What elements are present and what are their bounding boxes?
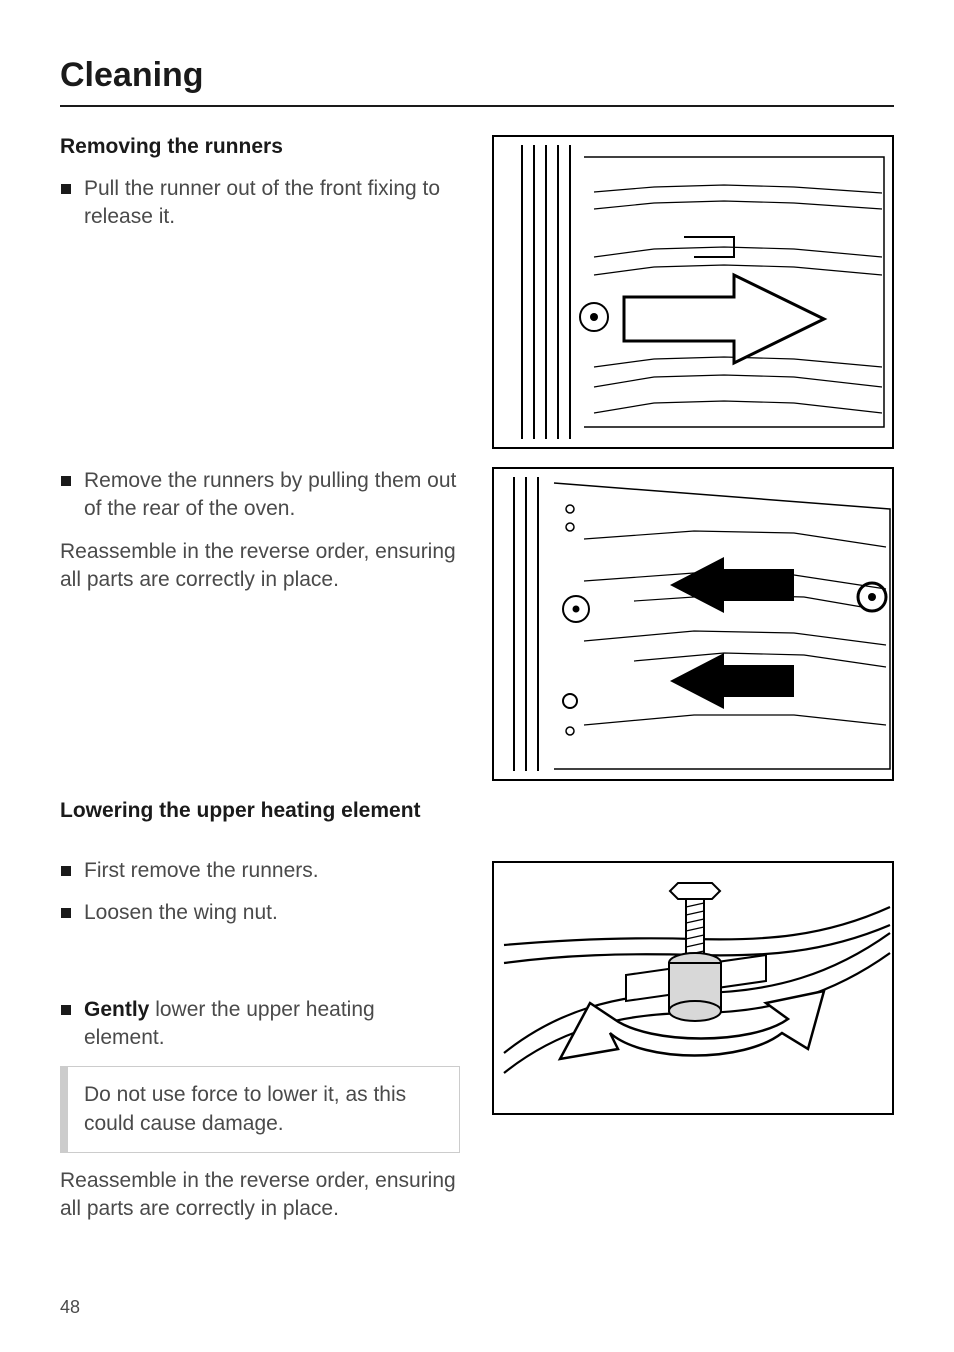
section-removing-runners-row1: Removing the runners Pull the runner out… xyxy=(60,135,894,449)
step-remove-runners-rear: Remove the runners by pulling them out o… xyxy=(60,467,460,524)
subheading-lowering-element: Lowering the upper heating element xyxy=(60,799,894,823)
bullet-list: Gently lower the upper heating element. xyxy=(60,996,460,1053)
subheading-removing-runners: Removing the runners xyxy=(60,135,460,159)
bullet-list: First remove the runners. Loosen the win… xyxy=(60,857,460,928)
right-column xyxy=(492,857,894,1115)
section-lowering-row1: Lowering the upper heating element xyxy=(60,799,894,839)
step-first-remove-runners: First remove the runners. xyxy=(60,857,460,885)
reassemble-note-2: Reassemble in the reverse order, ensurin… xyxy=(60,1167,460,1224)
right-column xyxy=(492,135,894,449)
step-gently-lower: Gently lower the upper heating element. xyxy=(60,996,460,1053)
step-loosen-wing-nut: Loosen the wing nut. xyxy=(60,899,460,927)
section-lowering-row2: First remove the runners. Loosen the win… xyxy=(60,857,894,1224)
reassemble-note: Reassemble in the reverse order, ensurin… xyxy=(60,538,460,595)
warning-box: Do not use force to lower it, as this co… xyxy=(60,1066,460,1153)
left-column: First remove the runners. Loosen the win… xyxy=(60,857,460,1224)
manual-page: Cleaning Removing the runners Pull the r… xyxy=(0,0,954,1352)
emphasis-gently: Gently xyxy=(84,998,149,1021)
section-removing-runners-row2: Remove the runners by pulling them out o… xyxy=(60,467,894,781)
figure-wing-nut xyxy=(492,861,894,1115)
bullet-list: Remove the runners by pulling them out o… xyxy=(60,467,460,524)
figure-runner-front xyxy=(492,135,894,449)
right-column xyxy=(492,467,894,781)
page-number: 48 xyxy=(60,1297,80,1318)
left-column: Removing the runners Pull the runner out… xyxy=(60,135,460,246)
left-column-full: Lowering the upper heating element xyxy=(60,799,894,839)
page-title: Cleaning xyxy=(60,56,894,107)
left-column: Remove the runners by pulling them out o… xyxy=(60,467,460,594)
bullet-list: Pull the runner out of the front fixing … xyxy=(60,175,460,232)
figure-runner-rear xyxy=(492,467,894,781)
step-pull-runner: Pull the runner out of the front fixing … xyxy=(60,175,460,232)
